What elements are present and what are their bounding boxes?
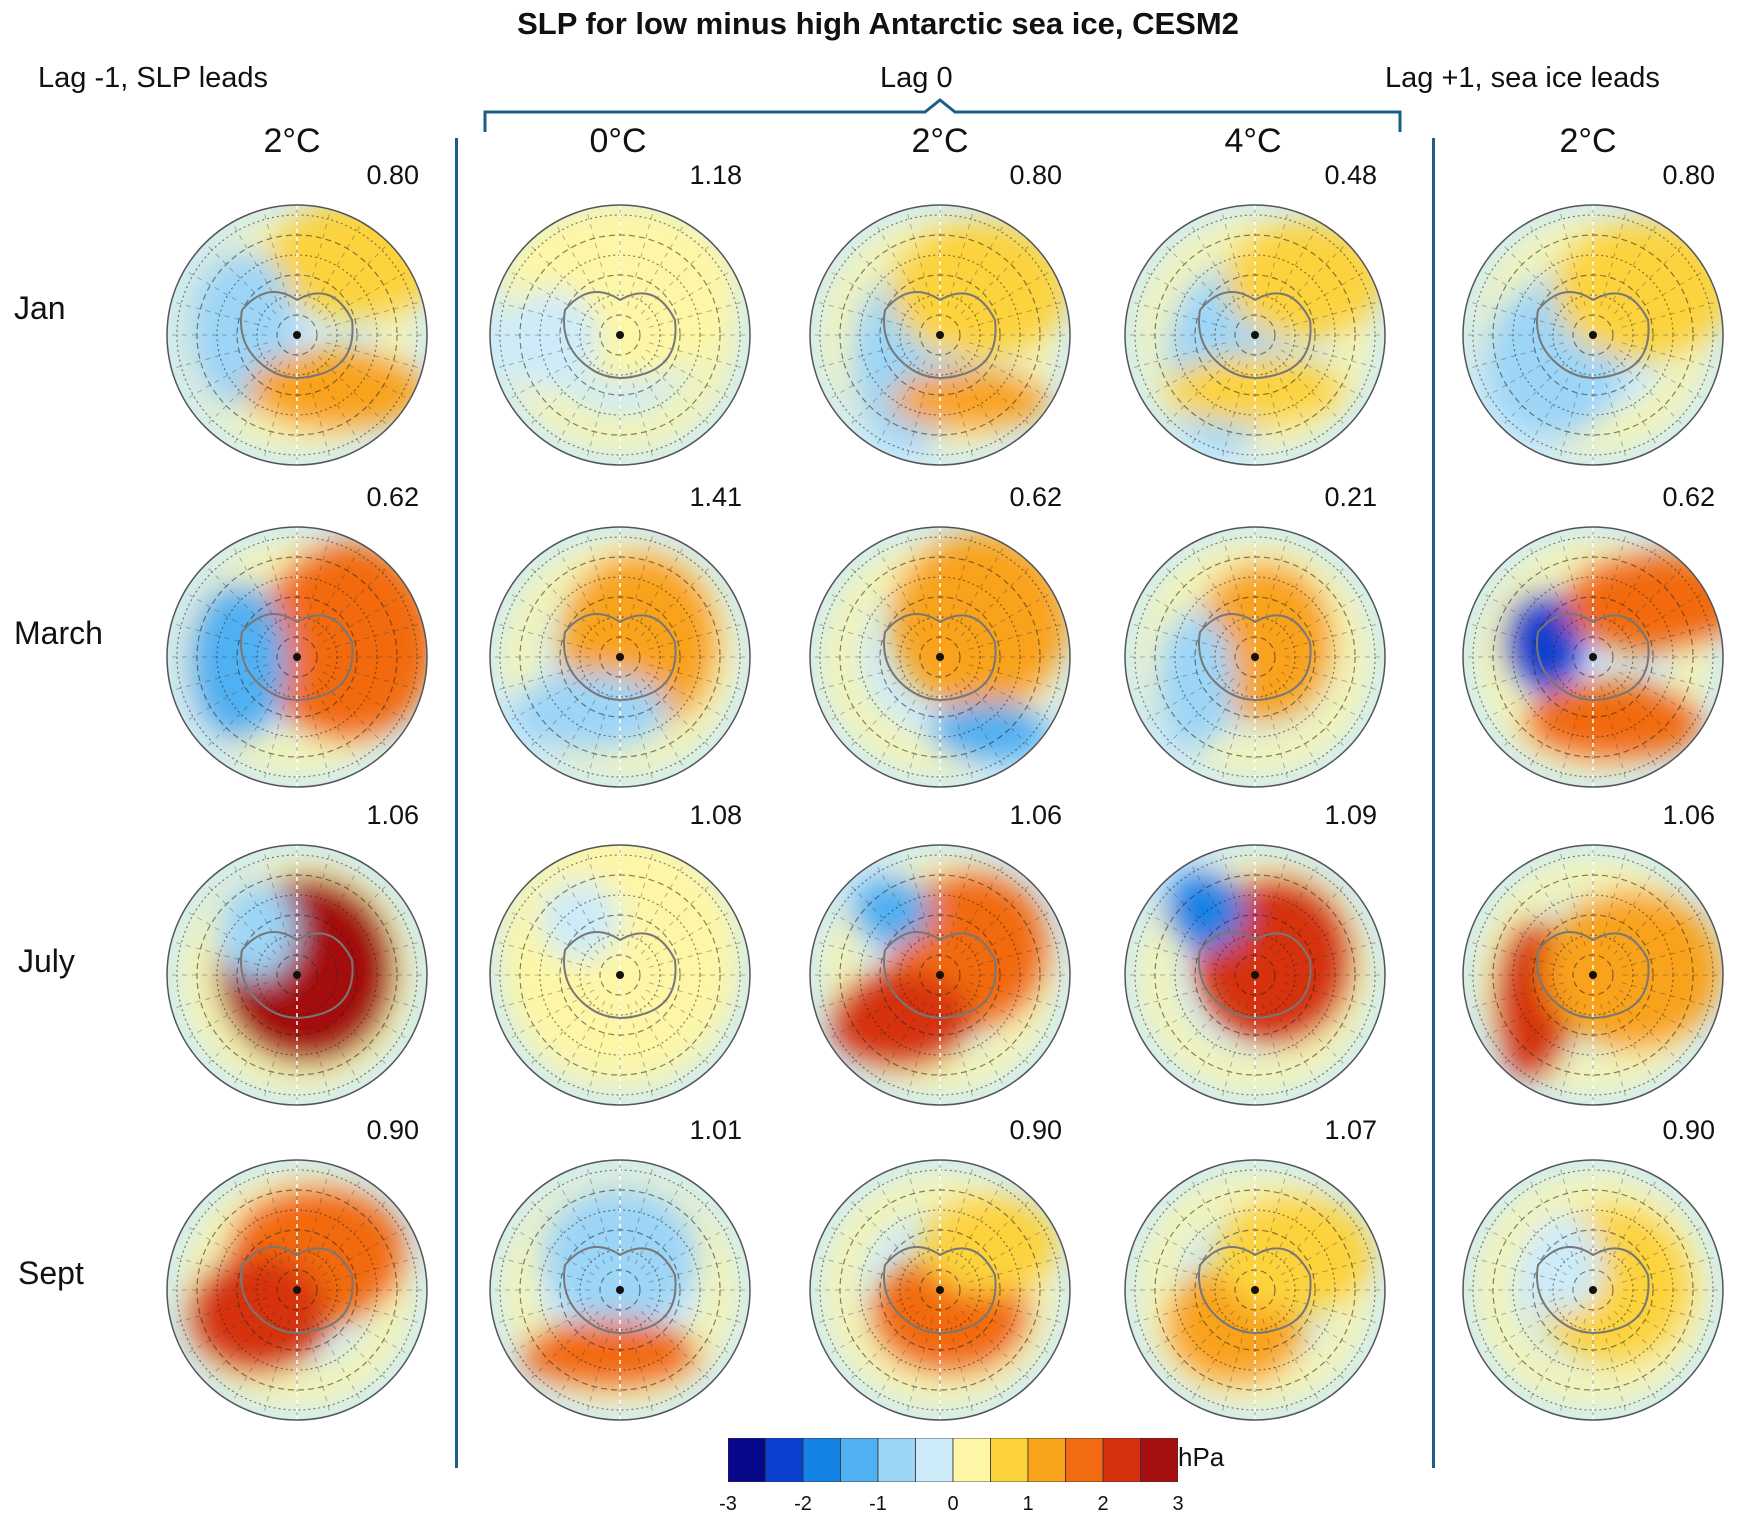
polar-map: [1462, 844, 1724, 1106]
panel-value: 0.62: [1009, 482, 1062, 512]
figure-title: SLP for low minus high Antarctic sea ice…: [517, 6, 1239, 41]
polar-map: [166, 204, 428, 466]
header-lag0: Lag 0: [880, 62, 953, 94]
colorbar-swatch: [990, 1437, 1029, 1483]
header-lag-minus1: Lag -1, SLP leads: [38, 62, 269, 94]
map-panel: 0.90: [1443, 1115, 1743, 1433]
colorbar-swatch: [802, 1437, 841, 1483]
polar-map: [809, 204, 1071, 466]
colorbar-swatch: [877, 1437, 916, 1483]
panel-value: 1.08: [689, 800, 742, 830]
colorbar-tick-label: -3: [719, 1493, 737, 1515]
map-panel: 0.21: [1105, 482, 1405, 800]
map-panel: 0.80: [1443, 160, 1743, 478]
polar-map: [1462, 526, 1724, 788]
colorbar-tick-label: 3: [1172, 1493, 1184, 1515]
polar-map: [489, 844, 751, 1106]
colorbar-tick-label: 1: [1022, 1493, 1034, 1515]
colorbar-tick-label: -1: [869, 1493, 887, 1515]
map-panel: 1.06: [790, 800, 1090, 1118]
map-panel: 1.06: [1443, 800, 1743, 1118]
polar-map: [489, 1159, 751, 1421]
map-panel: 1.08: [470, 800, 770, 1118]
polar-map: [166, 526, 428, 788]
map-panel: 1.41: [470, 482, 770, 800]
colorbar-swatch: [1102, 1437, 1141, 1483]
panel-value: 0.80: [1662, 160, 1715, 190]
map-panel: 0.80: [790, 160, 1090, 478]
panel-value: 1.41: [689, 482, 742, 512]
column-header: 2°C: [1559, 122, 1617, 160]
polar-map: [1462, 1159, 1724, 1421]
map-panel: 0.90: [790, 1115, 1090, 1433]
polar-map: [166, 844, 428, 1106]
lag0-bracket: [483, 98, 1402, 132]
panel-value: 0.80: [1009, 160, 1062, 190]
colorbar-swatch: [915, 1437, 954, 1483]
panel-value: 0.48: [1324, 160, 1377, 190]
polar-map: [809, 1159, 1071, 1421]
panel-value: 1.18: [689, 160, 742, 190]
polar-map: [489, 204, 751, 466]
divider-right: [1432, 138, 1435, 1468]
panel-value: 0.62: [1662, 482, 1715, 512]
panel-value: 1.09: [1324, 800, 1377, 830]
colorbar-tick-label: -2: [794, 1493, 812, 1515]
polar-map: [489, 526, 751, 788]
column-header: 2°C: [911, 122, 969, 160]
colorbar-swatch: [840, 1437, 879, 1483]
divider-left: [455, 138, 458, 1468]
map-panel: 1.01: [470, 1115, 770, 1433]
colorbar-tick-label: 2: [1097, 1493, 1109, 1515]
map-panel: 0.62: [1443, 482, 1743, 800]
column-header: 2°C: [263, 122, 321, 160]
panel-value: 1.06: [366, 800, 419, 830]
panel-value: 0.80: [366, 160, 419, 190]
colorbar-swatch: [1065, 1437, 1104, 1483]
polar-map: [1124, 844, 1386, 1106]
row-label: March: [14, 615, 103, 651]
colorbar-unit: hPa: [1178, 1442, 1225, 1472]
row-label: Jan: [14, 290, 66, 326]
colorbar-swatches: [727, 1437, 1179, 1483]
panel-value: 0.90: [1009, 1115, 1062, 1145]
header-lag-plus1: Lag +1, sea ice leads: [1385, 62, 1660, 94]
polar-map: [809, 526, 1071, 788]
panel-value: 1.06: [1009, 800, 1062, 830]
map-panel: 1.07: [1105, 1115, 1405, 1433]
polar-map: [1124, 204, 1386, 466]
polar-map: [1462, 204, 1724, 466]
row-label: July: [18, 943, 75, 979]
colorbar-tick-label: 0: [947, 1493, 959, 1515]
colorbar-swatch: [727, 1437, 766, 1483]
column-header: 0°C: [589, 122, 647, 160]
panel-value: 0.21: [1324, 482, 1377, 512]
map-panel: 0.62: [147, 482, 447, 800]
map-panel: 1.18: [470, 160, 770, 478]
map-panel: 0.62: [790, 482, 1090, 800]
map-panel: 0.48: [1105, 160, 1405, 478]
colorbar-swatch: [1027, 1437, 1066, 1483]
map-panel: 0.80: [147, 160, 447, 478]
colorbar-swatch: [1140, 1437, 1179, 1483]
map-panel: 1.09: [1105, 800, 1405, 1118]
polar-map: [1124, 526, 1386, 788]
panel-value: 0.90: [1662, 1115, 1715, 1145]
column-header: 4°C: [1224, 122, 1282, 160]
colorbar-swatch: [952, 1437, 991, 1483]
polar-map: [1124, 1159, 1386, 1421]
map-panel: 0.90: [147, 1115, 447, 1433]
polar-map: [166, 1159, 428, 1421]
panel-value: 1.01: [689, 1115, 742, 1145]
row-label: Sept: [18, 1255, 84, 1291]
panel-value: 1.06: [1662, 800, 1715, 830]
panel-value: 0.90: [366, 1115, 419, 1145]
colorbar: -3 -2 -1 0 1 2 3: [719, 1437, 1184, 1515]
colorbar-swatch: [765, 1437, 804, 1483]
polar-map: [809, 844, 1071, 1106]
map-panel: 1.06: [147, 800, 447, 1118]
panel-value: 0.62: [366, 482, 419, 512]
panel-value: 1.07: [1324, 1115, 1377, 1145]
